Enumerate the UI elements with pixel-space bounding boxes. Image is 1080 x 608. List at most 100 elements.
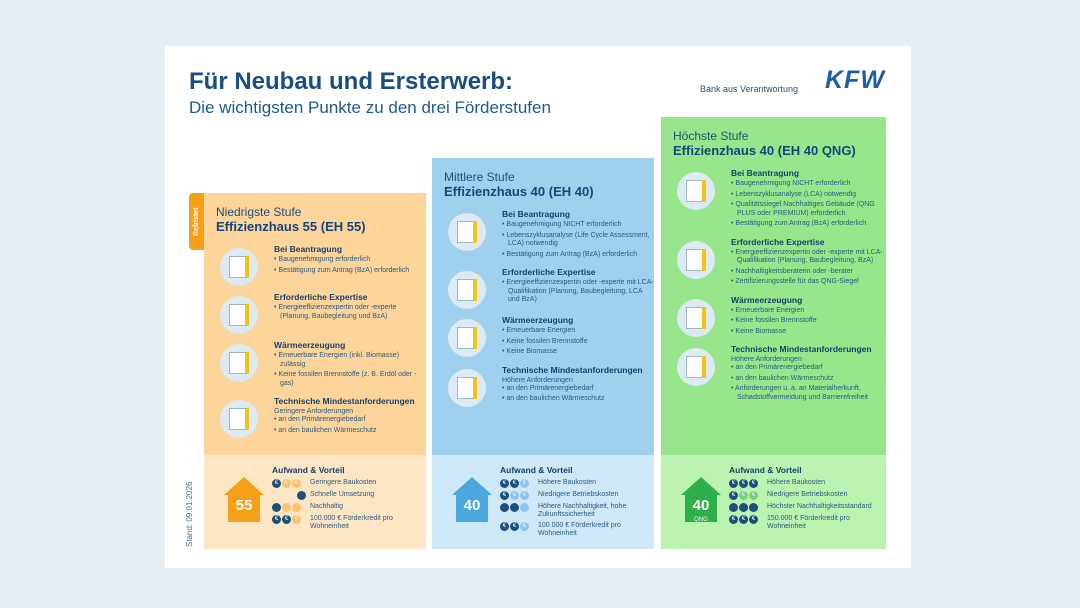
column-eh55: Niedrigste Stufe Effizienzhaus 55 (EH 55)… <box>204 193 426 549</box>
rating: € € € <box>500 479 534 488</box>
euro-icon: € <box>510 522 519 531</box>
icon-part <box>702 248 706 271</box>
section-heading: Erforderliche Expertise <box>502 267 596 277</box>
section: Erforderliche Expertise Energieeffizienze… <box>673 237 886 287</box>
icon-part <box>702 306 706 329</box>
tagline: Bank aus Verantwortung <box>700 84 799 94</box>
sustainability-icon <box>510 503 519 512</box>
section-heading: Erforderliche Expertise <box>274 292 368 302</box>
benefit-row: € € €100.000 € Förderkredit pro Wohneinhei… <box>272 515 420 531</box>
section-heading: Wärmeerzeugung <box>502 315 574 325</box>
rating: € € € <box>729 515 763 531</box>
euro-icon: € <box>729 479 738 488</box>
icon-part <box>245 256 249 278</box>
benefit-row: € € € Niedrigere Betriebskosten <box>729 491 877 500</box>
house-roof <box>681 477 721 495</box>
benefit-text: 150.000 € Förderkredit pro Wohneinheit <box>767 515 850 530</box>
icon-part <box>245 408 249 430</box>
benefit-row: € € € Höhere Baukosten <box>500 479 648 488</box>
bullet: an den Primärenergiebedarf <box>274 416 426 425</box>
rating: € € € <box>729 491 763 500</box>
house-label: 55 <box>228 494 260 522</box>
level-label: Niedrigste Stufe <box>216 205 302 219</box>
house-icon: 55 <box>224 477 264 523</box>
section: Bei Beantragung Baugenehmigung NICHT erfo… <box>444 209 654 259</box>
bullet: Keine Biomasse <box>731 328 886 337</box>
bullet: Bestätigung zum Antrag (BzA) erforderlic… <box>731 220 886 229</box>
euro-icon: € <box>520 491 529 500</box>
level-name: Effizienzhaus 40 (EH 40) <box>444 184 594 199</box>
bullet: Erneuerbare Energien <box>502 327 654 336</box>
level-label: Mittlere Stufe <box>444 170 515 184</box>
bullet: Bestätigung zum Antrag (BzA) erforderlic… <box>274 267 426 276</box>
euro-icon: € <box>749 479 758 488</box>
sustainability-icon <box>500 503 509 512</box>
benefits-heading: Aufwand & Vorteil <box>729 465 802 475</box>
icon-part <box>473 279 477 301</box>
benefit-text: Höhere Nachhaltigkeit, hohe Zukunftssich… <box>538 503 627 518</box>
section-heading: Bei Beantragung <box>731 168 800 178</box>
column-qng: Höchste Stufe Effizienzhaus 40 (EH 40 QNG… <box>661 117 886 549</box>
column-eh40: Mittlere Stufe Effizienzhaus 40 (EH 40) Be… <box>432 158 654 549</box>
benefit-text: Höhere Baukosten <box>767 479 825 486</box>
house-icon: 40 QNG <box>681 477 721 523</box>
sustainability-icon <box>292 503 301 512</box>
bullet: Qualitätssiegel Nachhaltiges Gebäude (QN… <box>731 201 886 218</box>
heating-icon <box>220 344 258 382</box>
icon-part <box>473 221 477 243</box>
section: Bei Beantragung Baugenehmigung NICHT erfo… <box>673 168 886 229</box>
bullet: Baugenehmigung erforderlich <box>274 256 426 265</box>
bullet: Keine fossilen Brennstoffe <box>731 317 886 326</box>
euro-icon: € <box>510 479 519 488</box>
consultation-icon <box>677 240 715 279</box>
icon-part <box>473 376 477 399</box>
benefits-heading: Aufwand & Vorteil <box>500 465 573 475</box>
sustainability-icon <box>749 503 758 512</box>
benefits-list: € € € Höhere Baukosten € € € Niedrigere Betrieb… <box>500 479 648 541</box>
euro-icon: € <box>500 479 509 488</box>
column-upper: Mittlere Stufe Effizienzhaus 40 (EH 40) Be… <box>432 158 654 455</box>
document-icon <box>677 172 715 210</box>
consultation-icon <box>448 271 486 309</box>
heating-icon <box>448 319 486 357</box>
bullet: Zertifizierungsstelle für das QNG-Siegel <box>731 278 886 287</box>
euro-icon: € <box>292 479 301 488</box>
icon-part <box>702 180 706 202</box>
section: Wärmeerzeugung Erneuerbare Energien Keine … <box>444 315 654 357</box>
sustainability-icon <box>282 503 291 512</box>
rating: € € € <box>272 479 306 488</box>
house-icon: 40 <box>452 477 492 523</box>
sustainability-icon <box>520 503 529 512</box>
benefit-text: Niedrigere Betriebskosten <box>538 491 619 498</box>
bullet: an den baulichen Wärmeschutz <box>502 395 654 404</box>
section-heading: Bei Beantragung <box>274 244 343 254</box>
rating <box>272 491 306 500</box>
benefit-row: € € €100.000 € Förderkredit pro Wohneinhei… <box>500 522 648 538</box>
stopwatch-icon <box>297 491 306 500</box>
bullet: Erneuerbare Energien (inkl. Biomasse) zu… <box>274 352 426 369</box>
section-heading: Technische Mindestanforderungen <box>274 396 415 406</box>
column-lower: 40 QNG Aufwand & Vorteil € € € Höhere Baukoste… <box>661 455 886 549</box>
section-heading: Bei Beantragung <box>502 209 571 219</box>
insulation-icon <box>677 348 715 386</box>
euro-icon: € <box>739 515 748 524</box>
bullet: Anforderungen u. a. an Materialherkunft,… <box>731 385 886 402</box>
euro-icon: € <box>282 515 291 524</box>
bullet: Energieeffizienzexpertin oder -experte m… <box>731 249 886 266</box>
euro-icon: € <box>520 479 529 488</box>
bullet: Bestätigung zum Antrag (BzA) erforderlic… <box>502 251 654 260</box>
bullet: Keine Biomasse <box>502 348 654 357</box>
euro-icon: € <box>749 491 758 500</box>
euro-icon: € <box>749 515 758 524</box>
bullet: Lebenszyklusanalyse (LCA) notwendig <box>731 191 886 200</box>
icon-part <box>245 304 249 326</box>
section: Technische Mindestanforderungen Geringere… <box>216 396 426 438</box>
section-heading: Wärmeerzeugung <box>274 340 346 350</box>
benefit-text: Geringere Baukosten <box>310 479 377 486</box>
level-name: Effizienzhaus 55 (EH 55) <box>216 219 366 234</box>
bullet: Baugenehmigung NICHT erforderlich <box>502 221 654 230</box>
level-label: Höchste Stufe <box>673 129 749 143</box>
insulation-icon <box>220 400 258 438</box>
section-heading: Erforderliche Expertise <box>731 236 825 247</box>
benefit-row: € € € 150.000 € Förderkredit pro Wohneinhei… <box>729 515 877 531</box>
